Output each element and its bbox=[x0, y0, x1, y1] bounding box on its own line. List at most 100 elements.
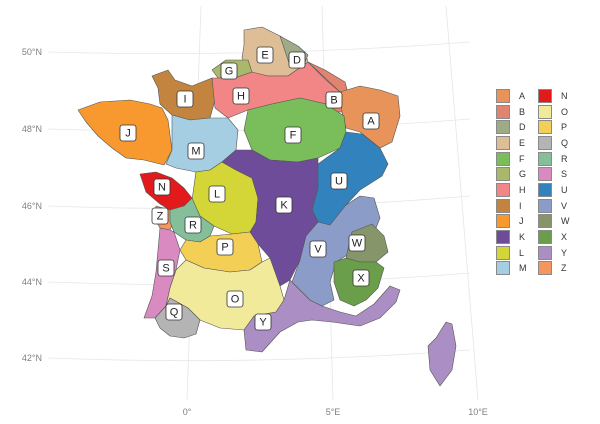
region-label-text: N bbox=[158, 182, 166, 194]
region-label-y: Y bbox=[255, 314, 271, 330]
legend-swatch bbox=[538, 261, 552, 275]
legend-swatch bbox=[538, 167, 552, 181]
legend-label: R bbox=[561, 154, 568, 164]
legend-item-g: G bbox=[496, 166, 536, 182]
lat-tick-46: 46°N bbox=[22, 201, 42, 211]
region-label-text: Z bbox=[157, 211, 164, 223]
legend-swatch bbox=[496, 246, 510, 260]
legend-swatch bbox=[538, 105, 552, 119]
regions-layer bbox=[78, 27, 456, 386]
legend-swatch bbox=[496, 89, 510, 103]
region-label-text: F bbox=[290, 130, 297, 142]
region-label-z: Z bbox=[152, 208, 168, 224]
region-label-u: U bbox=[331, 173, 347, 189]
region-label-m: M bbox=[188, 143, 204, 159]
legend-column-1: ABDEFGHIJKLM bbox=[496, 88, 536, 276]
legend-swatch bbox=[496, 261, 510, 275]
lat-tick-labels: 50°N 48°N 46°N 44°N 42°N bbox=[22, 47, 42, 363]
legend-item-d: D bbox=[496, 119, 536, 135]
lon-tick-5e: 5°E bbox=[326, 407, 341, 417]
legend-item-k: K bbox=[496, 229, 536, 245]
lon-tick-10e: 10°E bbox=[468, 407, 488, 417]
region-label-v: V bbox=[310, 241, 326, 257]
legend-item-a: A bbox=[496, 88, 536, 104]
region-label-text: P bbox=[221, 242, 228, 254]
region-y-corsica[interactable] bbox=[428, 322, 456, 386]
legend-item-l: L bbox=[496, 245, 536, 261]
legend-item-j: J bbox=[496, 214, 536, 230]
legend-swatch bbox=[496, 183, 510, 197]
region-label-n: N bbox=[154, 179, 170, 195]
legend-item-r: R bbox=[538, 151, 578, 167]
region-label-text: D bbox=[293, 55, 301, 67]
region-label-f: F bbox=[285, 127, 301, 143]
legend-swatch bbox=[496, 230, 510, 244]
legend-label: H bbox=[519, 185, 526, 195]
legend-item-h: H bbox=[496, 182, 536, 198]
region-label-s: S bbox=[158, 260, 174, 276]
region-label-g: G bbox=[221, 63, 237, 79]
legend-item-q: Q bbox=[538, 135, 578, 151]
legend-label: L bbox=[519, 248, 524, 258]
legend-item-i: I bbox=[496, 198, 536, 214]
legend-item-n: N bbox=[538, 88, 578, 104]
legend-label: F bbox=[519, 154, 525, 164]
legend-swatch bbox=[496, 136, 510, 150]
legend-item-f: F bbox=[496, 151, 536, 167]
legend-item-u: U bbox=[538, 182, 578, 198]
legend-swatch bbox=[496, 214, 510, 228]
legend-swatch bbox=[496, 167, 510, 181]
region-label-l: L bbox=[209, 186, 225, 202]
legend-swatch bbox=[496, 105, 510, 119]
region-label-d: D bbox=[289, 52, 305, 68]
region-label-text: M bbox=[191, 146, 200, 158]
region-label-text: H bbox=[237, 91, 245, 103]
legend-item-z: Z bbox=[538, 261, 578, 277]
legend-label: S bbox=[561, 169, 567, 179]
legend-label: Z bbox=[561, 263, 567, 273]
legend-swatch bbox=[538, 136, 552, 150]
region-label-text: R bbox=[189, 220, 197, 232]
lat-tick-42: 42°N bbox=[22, 353, 42, 363]
legend-label: J bbox=[519, 216, 524, 226]
legend-item-s: S bbox=[538, 166, 578, 182]
legend-label: P bbox=[561, 122, 567, 132]
legend-swatch bbox=[496, 199, 510, 213]
legend-swatch bbox=[496, 152, 510, 166]
region-label-i: I bbox=[177, 91, 193, 107]
legend-label: A bbox=[519, 91, 525, 101]
region-label-j: J bbox=[120, 125, 136, 141]
legend-label: E bbox=[519, 138, 525, 148]
legend-swatch bbox=[538, 246, 552, 260]
legend-item-y: Y bbox=[538, 245, 578, 261]
legend-label: I bbox=[519, 201, 522, 211]
legend-swatch bbox=[496, 120, 510, 134]
region-label-text: O bbox=[231, 294, 240, 306]
legend-label: K bbox=[519, 232, 525, 242]
region-label-text: B bbox=[330, 95, 337, 107]
region-label-text: S bbox=[162, 263, 169, 275]
legend-swatch bbox=[538, 120, 552, 134]
legend-label: B bbox=[519, 107, 525, 117]
region-label-text: W bbox=[352, 238, 363, 250]
legend-swatch bbox=[538, 89, 552, 103]
legend-item-p: P bbox=[538, 119, 578, 135]
region-label-text: J bbox=[125, 128, 131, 140]
region-label-k: K bbox=[276, 197, 292, 213]
legend-label: N bbox=[561, 91, 568, 101]
region-label-w: W bbox=[349, 235, 365, 251]
legend-label: M bbox=[519, 263, 527, 273]
legend-label: X bbox=[561, 232, 567, 242]
legend-item-e: E bbox=[496, 135, 536, 151]
legend-swatch bbox=[538, 214, 552, 228]
legend-label: O bbox=[561, 107, 568, 117]
region-label-text: A bbox=[367, 116, 375, 128]
region-label-text: Y bbox=[259, 317, 267, 329]
lon-tick-labels: 0° 5°E 10°E bbox=[183, 407, 488, 417]
legend-item-o: O bbox=[538, 104, 578, 120]
region-label-q: Q bbox=[166, 304, 182, 320]
legend-label: U bbox=[561, 185, 568, 195]
region-label-o: O bbox=[227, 291, 243, 307]
legend-label: Y bbox=[561, 248, 567, 258]
region-label-b: B bbox=[326, 92, 342, 108]
